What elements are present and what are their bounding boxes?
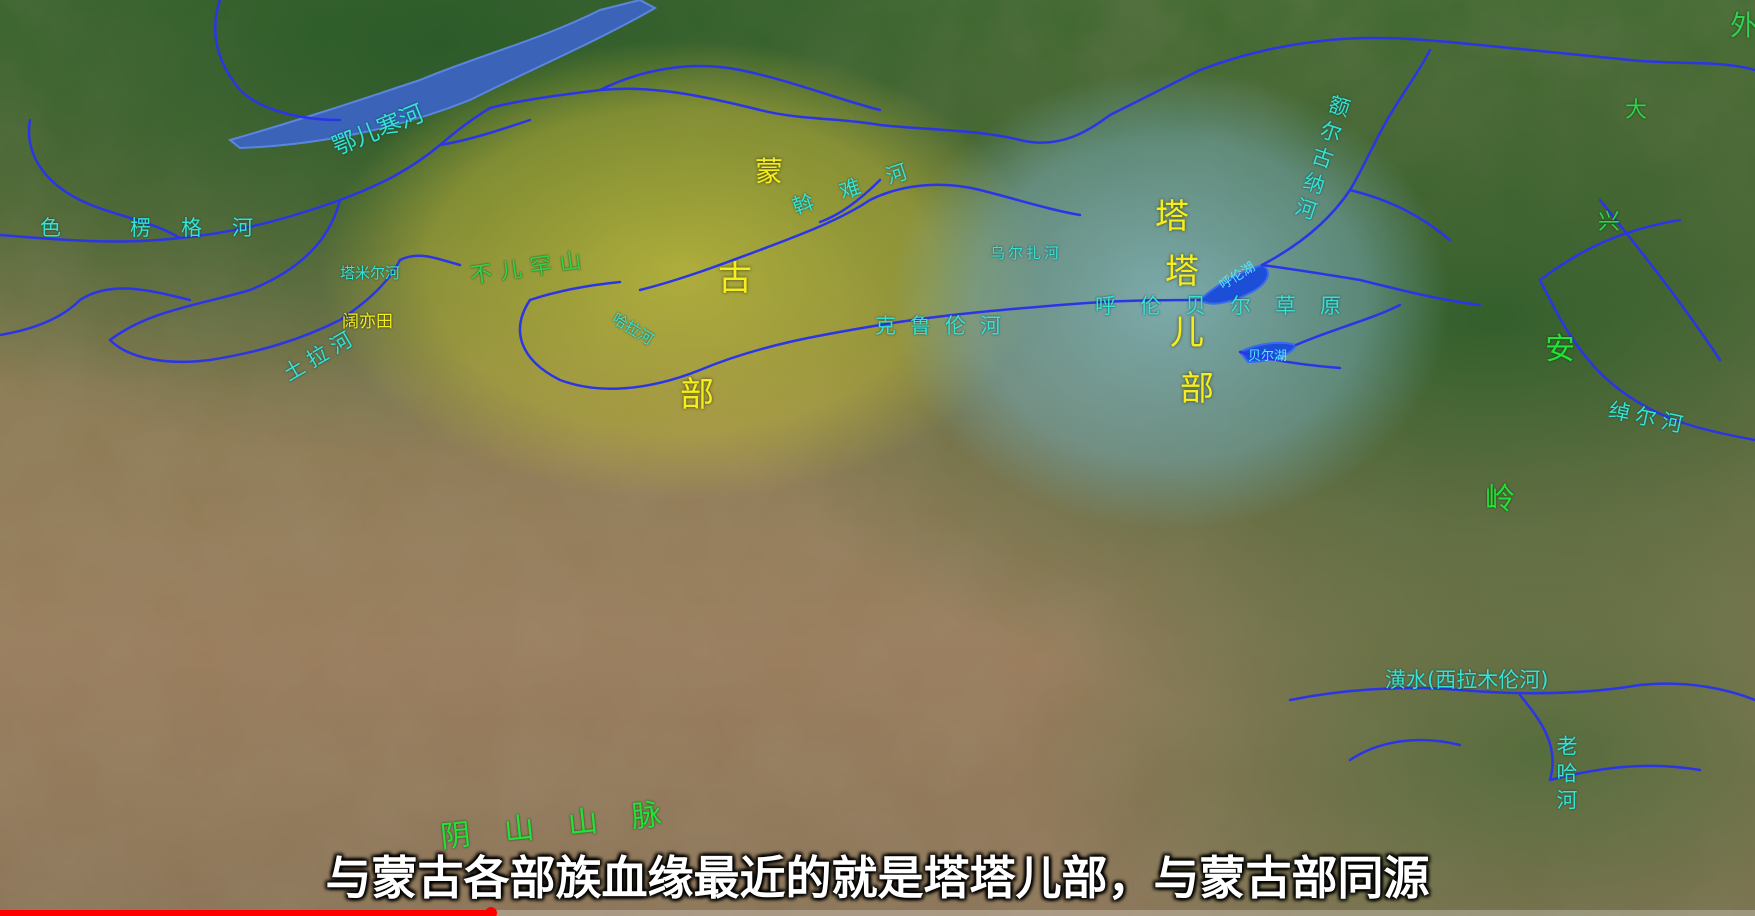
mountain-label-khingan-2: 兴 xyxy=(1598,210,1621,235)
river-label-kherlen: 克鲁伦河 xyxy=(875,314,1015,338)
video-progress-handle[interactable] xyxy=(485,907,498,916)
video-subtitle: 与蒙古各部族血缘最近的就是塔塔儿部，与蒙古部同源 xyxy=(325,851,1430,905)
mountain-label-khingan-3: 安 xyxy=(1545,332,1575,367)
tribe-label-tatar-4: 部 xyxy=(1180,369,1214,409)
place-label-khodeeaaral: 阔亦田 xyxy=(342,312,393,332)
river-label-ulz: 乌尔扎河 xyxy=(990,244,1063,262)
lake-baikal xyxy=(227,0,658,150)
river-label-xilamulun: 潢水(西拉木伦河) xyxy=(1385,668,1549,692)
hulun-lake xyxy=(1198,263,1269,305)
tribe-label-tatar-1: 塔 xyxy=(1155,197,1189,237)
tribe-label-tatar-2: 塔 xyxy=(1165,252,1199,292)
river-label-tamir: 塔米尔河 xyxy=(340,264,401,282)
tribe-label-mongol-1: 蒙 xyxy=(755,155,784,188)
river-label-laoha: 老哈河 xyxy=(1554,735,1578,816)
tribe-label-mongol-3: 部 xyxy=(680,375,714,415)
mountain-label-khingan-4: 岭 xyxy=(1485,482,1515,517)
river-label-selenga: 楞格河 xyxy=(130,216,283,240)
mongol-tribe-zone xyxy=(320,40,1040,500)
tribe-label-tatar-3: 儿 xyxy=(1170,313,1204,353)
video-progress-bar[interactable] xyxy=(0,907,1755,916)
video-progress-fill xyxy=(0,910,492,916)
river-label-selenga-prefix: 色 xyxy=(40,216,61,240)
mountain-label-khingan-1: 大 xyxy=(1625,98,1648,123)
river-network xyxy=(0,0,1755,782)
grassland-label-hulunbuir: 呼伦贝尔草原 xyxy=(1095,294,1365,318)
tribe-label-mongol-2: 古 xyxy=(718,259,752,299)
lake-label-buir: 贝尔湖 xyxy=(1248,349,1288,364)
mountain-label-outer: 外 xyxy=(1730,9,1755,42)
